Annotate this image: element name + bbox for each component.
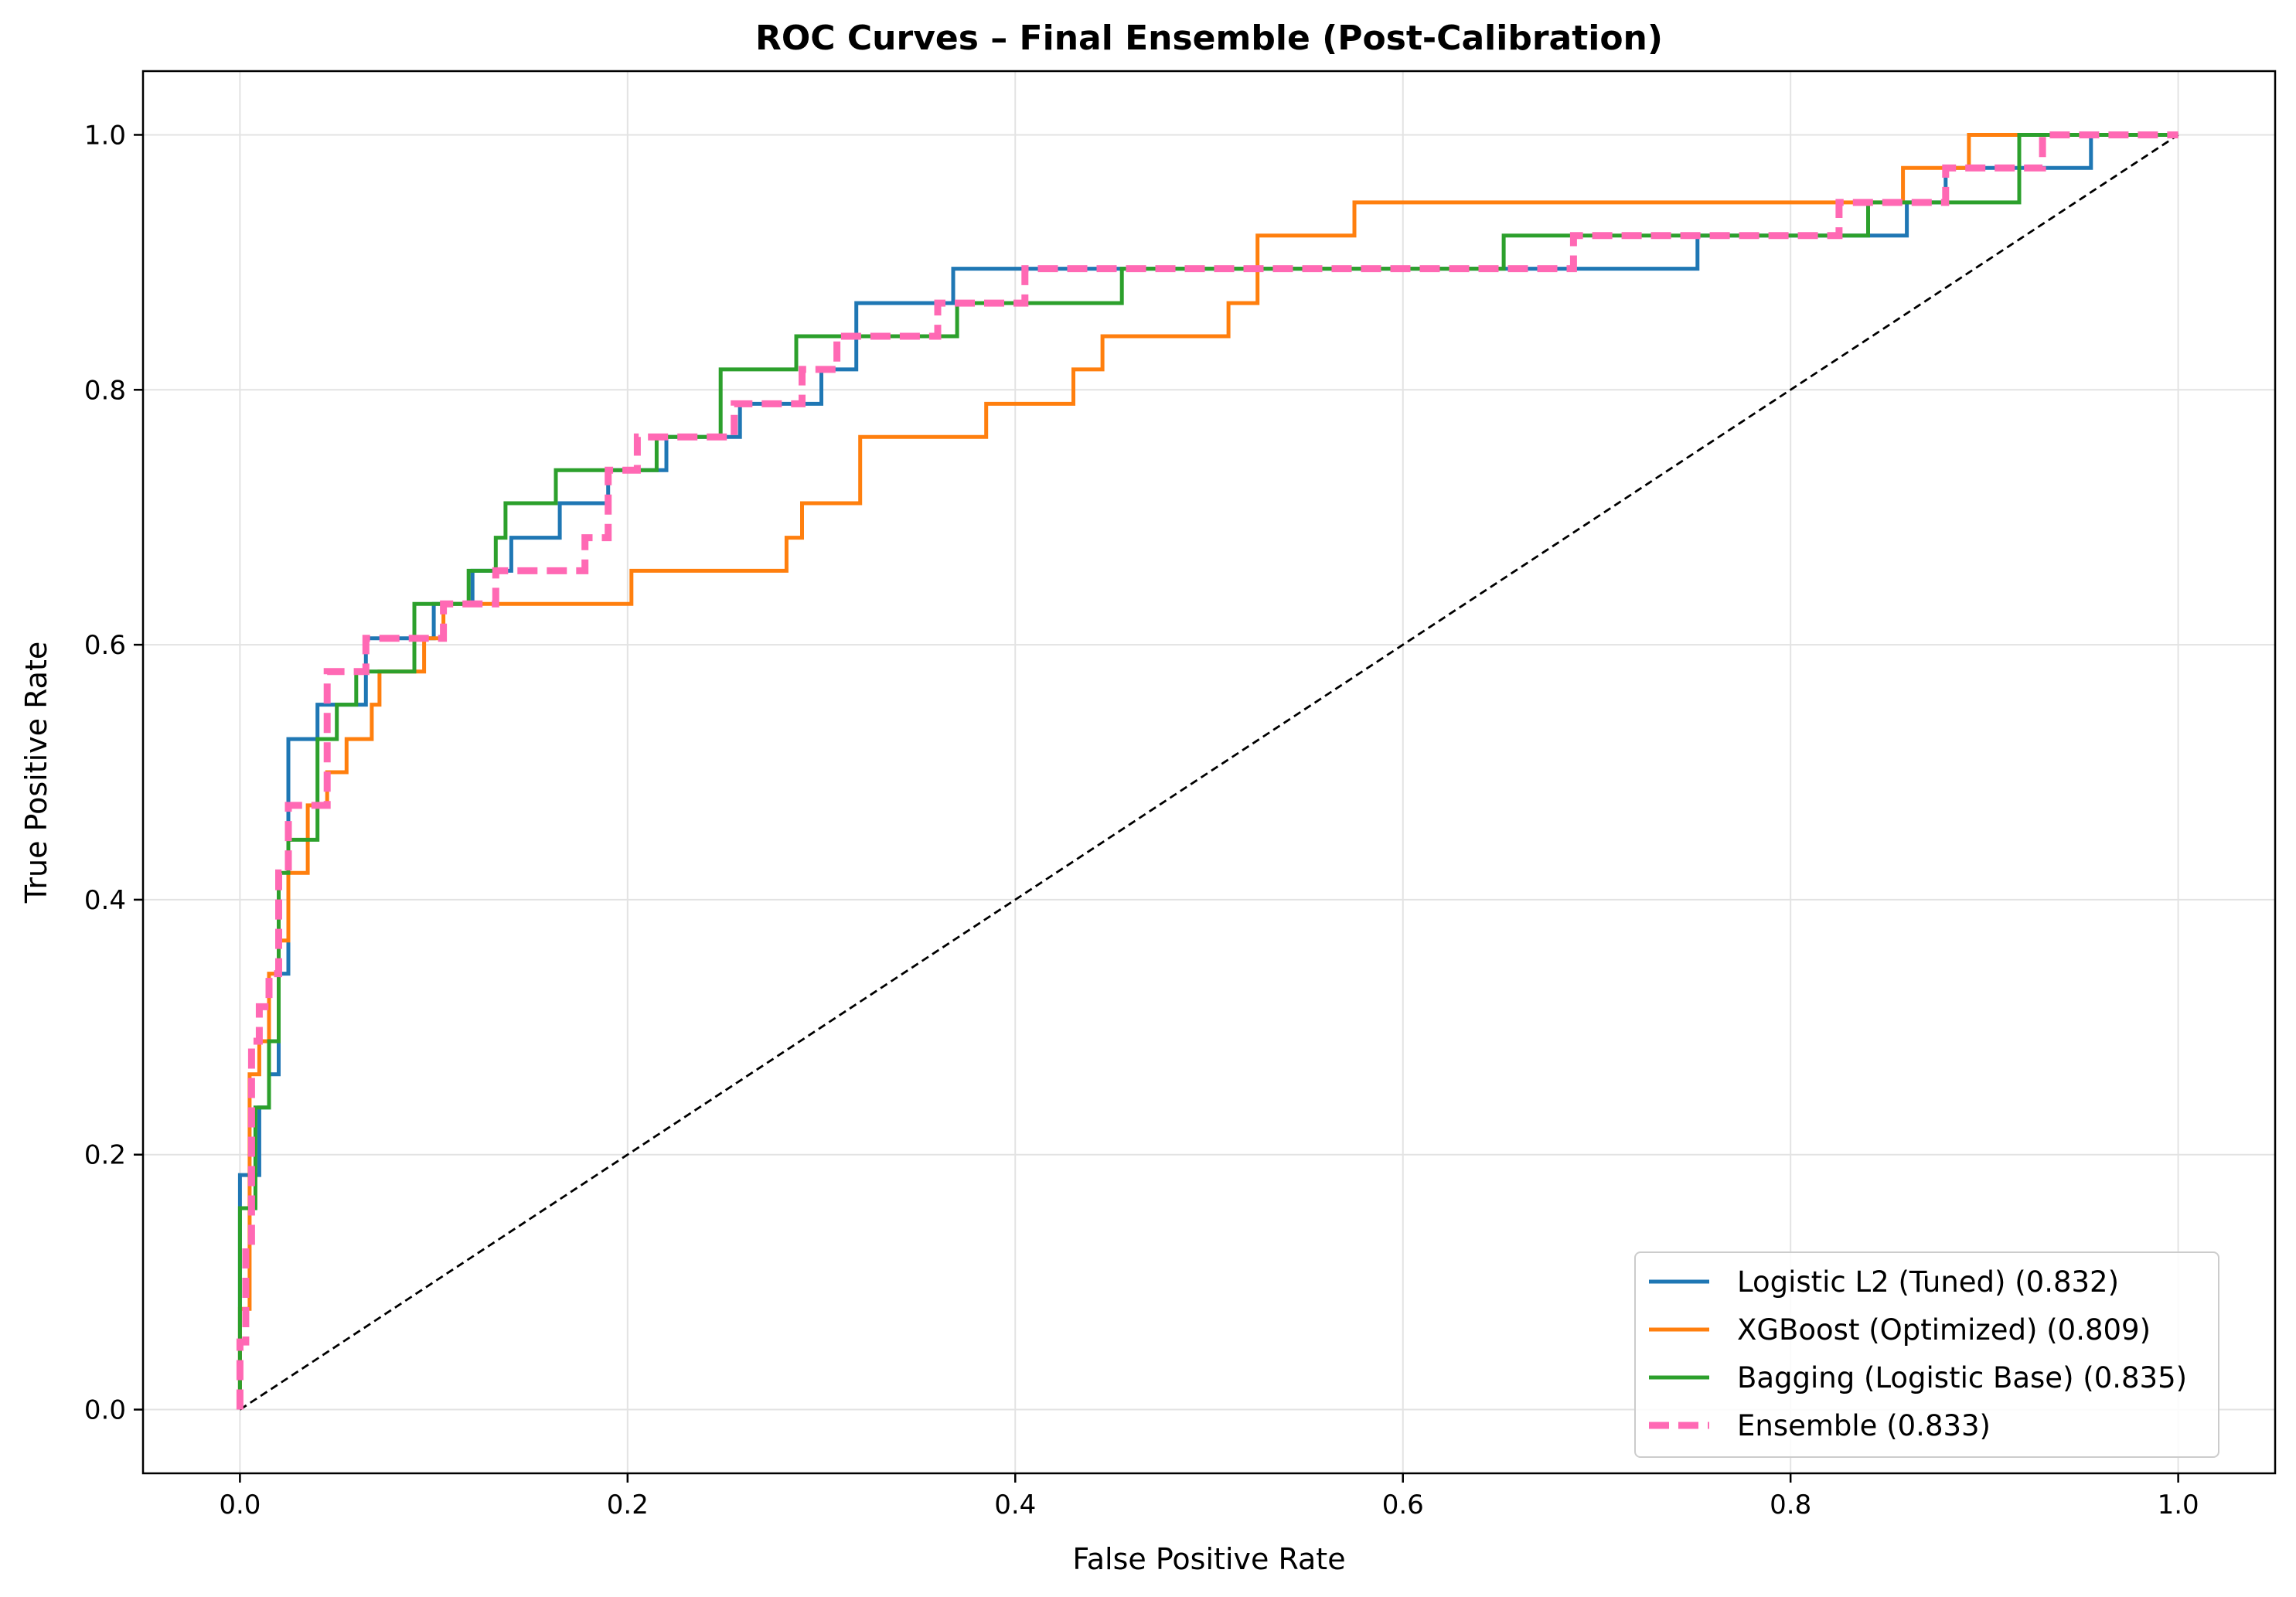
chart-title: ROC Curves – Final Ensemble (Post-Calibr… xyxy=(755,19,1663,58)
legend-box xyxy=(1634,1251,2219,1458)
y-tick-label: 0.2 xyxy=(84,1140,126,1171)
legend: Logistic L2 (Tuned) (0.832) XGBoost (Opti… xyxy=(1634,1251,2219,1458)
legend-label: Bagging (Logistic Base) (0.835) xyxy=(1737,1361,2187,1394)
x-tick-label: 1.0 xyxy=(2158,1490,2199,1520)
y-tick-label: 0.4 xyxy=(84,885,126,916)
x-tick-label: 0.8 xyxy=(1770,1490,1811,1520)
y-tick-label: 0.6 xyxy=(84,630,126,661)
x-tick-label: 0.0 xyxy=(219,1490,261,1520)
y-tick-label: 0.8 xyxy=(84,375,126,406)
y-axis-title: True Positive Rate xyxy=(19,642,53,904)
x-axis-title: False Positive Rate xyxy=(1072,1542,1345,1576)
legend-label: XGBoost (Optimized) (0.809) xyxy=(1737,1313,2151,1347)
chance-line xyxy=(239,134,2179,1411)
x-tick-label: 0.6 xyxy=(1382,1490,1424,1520)
x-tick-label: 0.4 xyxy=(994,1490,1036,1520)
y-tick-label: 0.0 xyxy=(84,1395,126,1426)
axis-ticks: 0.0 0.2 0.4 0.6 0.8 1.0 0.0 0.2 0.4 0.6 0.8 1.0 xyxy=(84,120,2199,1520)
legend-label: Ensemble (0.833) xyxy=(1737,1409,1991,1442)
roc-series-line-4 xyxy=(236,131,2178,1410)
y-tick-label: 1.0 xyxy=(84,120,126,151)
x-tick-label: 0.2 xyxy=(607,1490,649,1520)
plot-area xyxy=(236,131,2179,1411)
legend-label: Logistic L2 (Tuned) (0.832) xyxy=(1737,1265,2119,1299)
plot-frame xyxy=(141,70,2277,1475)
